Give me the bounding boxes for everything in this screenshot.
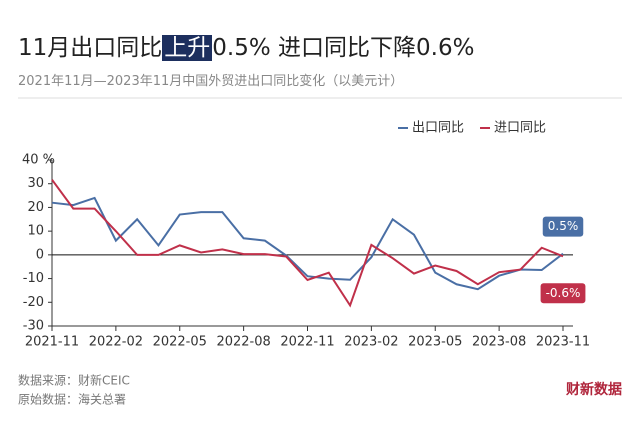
x-tick-label: 2022-02: [89, 335, 143, 350]
x-tick-label: 2023-02: [344, 335, 398, 350]
y-tick-label: 10: [27, 224, 44, 239]
title-highlight: 上升: [162, 35, 213, 61]
series-line: [51, 179, 564, 308]
logo: 财新数据: [565, 381, 622, 398]
annotation-label: -0.6%: [546, 286, 581, 300]
annotation-box: [542, 216, 584, 237]
x-tick-label: 2023-05: [408, 335, 462, 350]
y-tick-label: -30: [23, 319, 44, 334]
series-line: [51, 196, 564, 291]
legend-label: 进口同比: [494, 121, 546, 136]
x-tick-label: 2023-08: [472, 335, 526, 350]
legend-label: 出口同比: [412, 121, 464, 136]
y-tick-label: -10: [23, 271, 44, 286]
x-tick-label: 2021-11: [25, 335, 79, 350]
chart-title: 11月出口同比上升0.5% 进口同比下降0.6%: [18, 28, 474, 62]
x-tick-label: 2022-11: [280, 335, 334, 350]
annotation-label: 0.5%: [548, 219, 579, 233]
annotation: -0.6%: [540, 283, 586, 304]
y-tick-label: 40 %: [22, 153, 55, 168]
x-tick-label: 2022-05: [153, 335, 207, 350]
x-tick-label: 2022-08: [216, 335, 270, 350]
annotation: 0.5%: [542, 216, 584, 237]
annotation-box: [540, 283, 586, 304]
source: 数据来源：财新CEIC: [18, 373, 130, 388]
chart-subtitle: 2021年11月—2023年11月中国外贸进出口同比变化（以美元计）: [18, 74, 404, 89]
y-tick-label: 30: [27, 176, 44, 191]
x-tick-label: 2023-11: [536, 335, 590, 350]
source: 原始数据：海关总署: [18, 392, 126, 407]
y-tick-label: 0: [36, 247, 44, 262]
title-part: 0.5% 进口同比下降0.6%: [212, 35, 475, 61]
y-tick-label: -20: [23, 295, 44, 310]
y-tick-label: 20: [27, 200, 44, 215]
title-part: 11月出口同比: [18, 35, 163, 61]
